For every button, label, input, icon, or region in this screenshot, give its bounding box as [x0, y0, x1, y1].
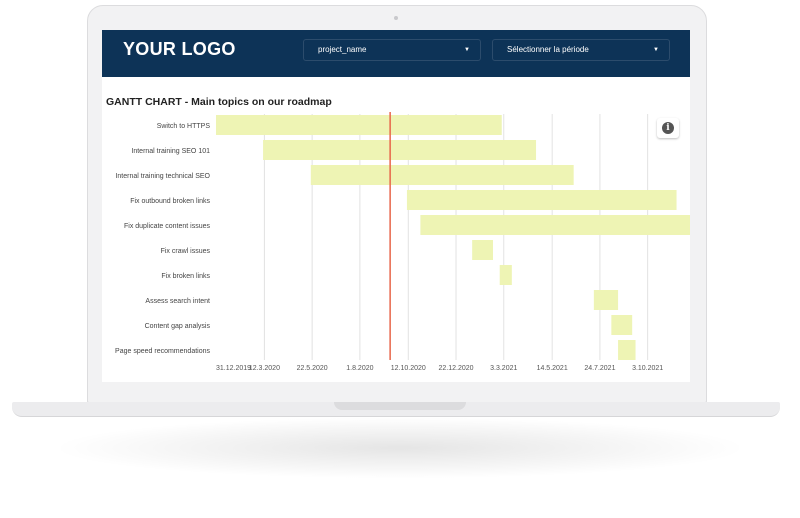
period-dropdown-label: Sélectionner la période	[507, 45, 589, 54]
x-tick-label: 12.10.2020	[391, 365, 426, 372]
gantt-bar	[611, 315, 633, 335]
gantt-bar	[618, 340, 636, 360]
gantt-bar	[472, 240, 494, 260]
task-label: Fix crawl issues	[161, 248, 211, 255]
info-button[interactable]: i	[657, 118, 679, 138]
info-icon: i	[662, 122, 674, 134]
task-label: Fix duplicate content issues	[124, 223, 210, 230]
task-label: Fix outbound broken links	[130, 198, 210, 205]
task-label: Internal training SEO 101	[131, 148, 210, 155]
x-tick-label: 1.8.2020	[346, 365, 373, 372]
task-label: Switch to HTTPS	[157, 123, 211, 130]
period-dropdown[interactable]: Sélectionner la période ▼	[492, 39, 670, 61]
gantt-bar	[406, 190, 677, 210]
x-tick-label: 3.3.2021	[490, 365, 517, 372]
project-name-dropdown-label: project_name	[318, 45, 367, 54]
laptop-notch	[334, 402, 466, 410]
gantt-bar	[499, 265, 512, 285]
gantt-bar	[263, 140, 537, 160]
caret-down-icon: ▼	[464, 47, 470, 53]
task-label: Internal training technical SEO	[115, 173, 210, 180]
x-tick-label: 3.10.2021	[632, 365, 663, 372]
task-label: Page speed recommendations	[115, 348, 210, 355]
caret-down-icon: ▼	[653, 47, 659, 53]
dashboard-header: YOUR LOGO project_name ▼ Sélectionner la…	[102, 30, 690, 77]
x-tick-label: 22.12.2020	[439, 365, 474, 372]
x-tick-label: 24.7.2021	[584, 365, 615, 372]
task-label: Content gap analysis	[145, 323, 211, 330]
x-tick-label: 22.5.2020	[297, 365, 328, 372]
task-label: Assess search intent	[145, 298, 210, 305]
dashboard-screen: YOUR LOGO project_name ▼ Sélectionner la…	[102, 30, 690, 382]
gantt-bar	[420, 215, 690, 235]
gantt-bar	[310, 165, 574, 185]
x-tick-label: 12.3.2020	[249, 365, 280, 372]
webcam	[394, 16, 398, 20]
laptop-shadow	[60, 418, 740, 478]
brand-logo: YOUR LOGO	[123, 39, 236, 59]
gantt-bar	[216, 115, 502, 135]
chart-title: GANTT CHART - Main topics on our roadmap	[106, 96, 332, 108]
x-tick-label: 14.5.2021	[537, 365, 568, 372]
x-tick-label: 31.12.2019	[216, 365, 251, 372]
task-label: Fix broken links	[161, 273, 210, 280]
project-name-dropdown[interactable]: project_name ▼	[303, 39, 481, 61]
gantt-bar	[593, 290, 619, 310]
